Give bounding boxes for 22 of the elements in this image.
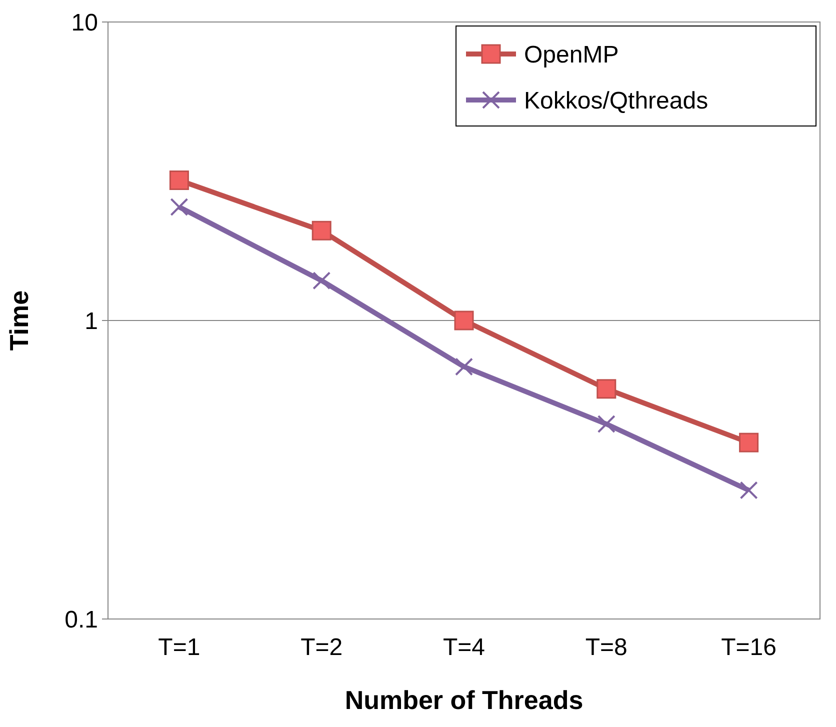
point	[170, 198, 188, 216]
x-tick-label: T=2	[300, 634, 343, 661]
point	[597, 415, 616, 434]
point	[739, 432, 759, 452]
y-tick-label: 0.1	[64, 606, 98, 634]
y-axis-title: Time	[4, 290, 34, 351]
point	[312, 220, 332, 240]
point	[596, 379, 616, 399]
x-tick-label: T=16	[721, 634, 776, 661]
x-tick-label: T=1	[158, 634, 200, 661]
point	[312, 272, 331, 290]
point	[169, 170, 189, 190]
legend-label: Kokkos/Qthreads	[524, 87, 708, 114]
x-tick-label: T=8	[585, 634, 628, 661]
y-tick-label: 1	[84, 308, 98, 335]
legend-label: OpenMP	[524, 41, 619, 68]
y-tick-label: 10	[71, 9, 98, 36]
point	[740, 481, 758, 500]
point	[454, 310, 474, 330]
x-tick-label: T=4	[442, 634, 486, 661]
x-axis-title: Number of Threads	[344, 685, 584, 715]
point	[455, 358, 473, 376]
